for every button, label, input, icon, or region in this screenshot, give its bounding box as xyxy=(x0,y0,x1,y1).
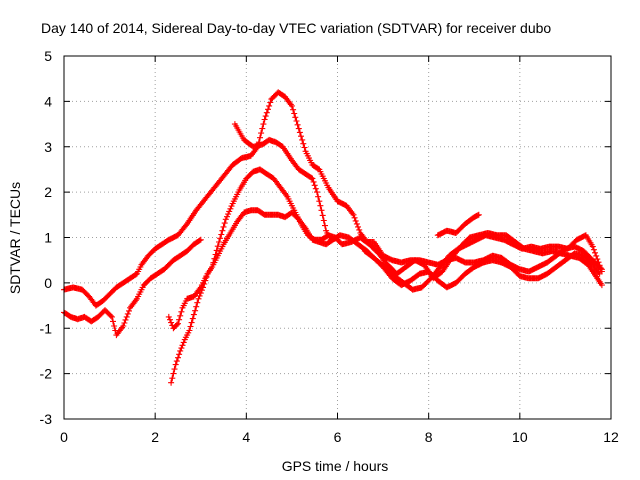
data-series xyxy=(168,207,605,386)
data-series xyxy=(165,270,211,332)
x-axis-label: GPS time / hours xyxy=(282,458,389,474)
y-tick-label: 2 xyxy=(44,184,52,200)
series-plus-markers xyxy=(231,121,341,243)
x-tick-label: 12 xyxy=(603,429,619,445)
grid xyxy=(64,56,611,419)
y-tick-label: -3 xyxy=(40,411,53,427)
data-series-layer xyxy=(61,89,605,386)
x-tick-label: 6 xyxy=(334,429,342,445)
y-tick-label: 1 xyxy=(44,230,52,246)
y-tick-label: 0 xyxy=(44,275,52,291)
y-tick-label: 4 xyxy=(44,93,52,109)
y-tick-label: -2 xyxy=(40,366,53,382)
y-axis-label: SDTVAR / TECUs xyxy=(7,182,23,294)
data-series xyxy=(361,248,603,291)
x-tick-label: 8 xyxy=(425,429,433,445)
data-series xyxy=(231,121,341,243)
x-tick-label: 10 xyxy=(512,429,528,445)
y-tick-label: 3 xyxy=(44,139,52,155)
chart-title: Day 140 of 2014, Sidereal Day-to-day VTE… xyxy=(41,20,551,36)
data-series xyxy=(434,211,482,239)
x-tick-label: 2 xyxy=(151,429,159,445)
series-plus-markers xyxy=(165,270,211,332)
series-plus-markers xyxy=(168,207,605,386)
y-tick-label: -1 xyxy=(40,320,53,336)
series-plus-markers xyxy=(361,248,603,291)
x-tick-label: 0 xyxy=(60,429,68,445)
series-plus-markers xyxy=(434,211,482,239)
x-tick-label: 4 xyxy=(242,429,250,445)
y-tick-label: 5 xyxy=(44,48,52,64)
